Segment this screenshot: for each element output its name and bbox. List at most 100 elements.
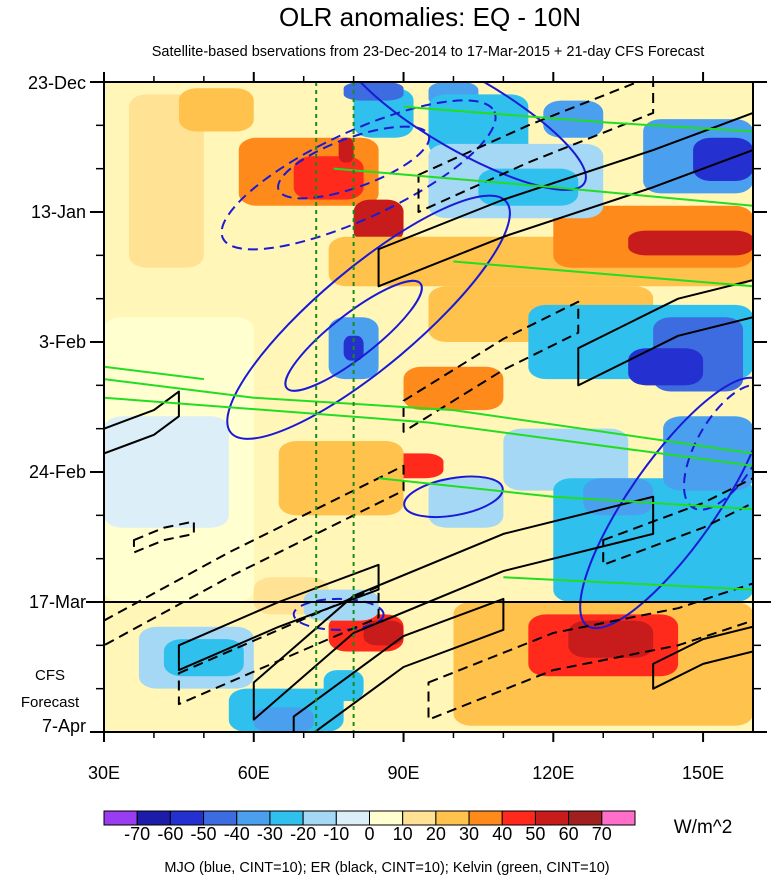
chart-title: OLR anomalies: EQ - 10N	[279, 2, 581, 32]
kelvin-contour-25	[104, 365, 204, 381]
colorbar-swatch-3	[203, 810, 238, 826]
anomaly-cell-0	[128, 94, 204, 268]
kelvin-contour-29	[378, 477, 753, 511]
y-tick-label-5: 7-Apr	[42, 716, 86, 736]
colorbar-label-6: -10	[323, 824, 349, 844]
colorbar-swatch-13	[534, 810, 570, 826]
x-tick-label-2: 90E	[388, 763, 420, 783]
colorbar-label-11: 40	[492, 824, 512, 844]
colorbar-swatch-10	[435, 810, 470, 826]
anomaly-cell-44	[323, 670, 364, 702]
mjo-contour-5	[220, 99, 497, 251]
er-contour-14	[104, 390, 180, 455]
colorbar-swatch-7	[335, 810, 370, 826]
colorbar-label-9: 20	[426, 824, 446, 844]
colorbar-label-7: 0	[364, 824, 374, 844]
anomaly-field	[104, 82, 753, 732]
mjo-contour-2	[339, 82, 587, 191]
colorbar-swatch-6	[302, 810, 337, 826]
colorbar-label-10: 30	[459, 824, 479, 844]
colorbar-swatch-5	[269, 810, 304, 826]
anomaly-cell-26	[693, 137, 753, 182]
mjo-contour-8	[682, 383, 753, 511]
mjo-contour-4	[403, 475, 504, 519]
colorbar-swatch-12	[501, 810, 536, 826]
mjo-contour-1	[284, 279, 423, 392]
x-tick-label-0: 30E	[88, 763, 120, 783]
colorbar-swatch-1	[136, 810, 171, 826]
forecast-label-line1: CFS	[35, 667, 65, 684]
colorbar-label-3: -40	[224, 824, 250, 844]
colorbar-units: W/m^2	[674, 817, 733, 838]
colorbar-label-5: -20	[290, 824, 316, 844]
chart-subtitle: Satellite-based bservations from 23-Dec-…	[152, 44, 704, 60]
x-tick-label-4: 150E	[682, 763, 724, 783]
colorbar-label-0: -70	[124, 824, 150, 844]
colorbar-label-4: -30	[257, 824, 283, 844]
y-axis: 23-Dec 13-Jan 3-Feb 24-Feb 17-Mar 7-Apr	[28, 73, 767, 736]
anomaly-cell-14	[363, 620, 404, 646]
colorbar-swatch-9	[402, 810, 437, 826]
y-tick-label-0: 23-Dec	[28, 73, 86, 93]
x-axis: 30E 60E 90E 120E 150E	[88, 72, 724, 783]
anomaly-cell-12	[278, 441, 404, 516]
anomaly-cell-38	[428, 478, 504, 528]
colorbar-label-12: 50	[525, 824, 545, 844]
y-tick-label-3: 24-Feb	[29, 462, 86, 482]
colorbar-swatch-2	[169, 810, 205, 826]
colorbar-swatch-4	[236, 810, 271, 826]
colorbar-swatch-15	[601, 810, 636, 826]
er-contour-15	[652, 625, 753, 690]
anomaly-cell-5	[178, 88, 254, 132]
colorbar-label-14: 70	[592, 824, 612, 844]
y-tick-label-1: 13-Jan	[31, 202, 86, 222]
colorbar-swatch-14	[568, 810, 603, 826]
anomaly-cell-21	[343, 82, 404, 101]
anomaly-cell-33	[628, 348, 704, 386]
colorbar-swatch-0	[103, 810, 138, 826]
x-tick-label-3: 120E	[532, 763, 574, 783]
plot-area	[86, 81, 771, 733]
kelvin-contour-28	[453, 260, 753, 288]
footnote: MJO (blue, CINT=10); ER (black, CINT=10)…	[164, 860, 609, 876]
anomaly-cell-4	[338, 137, 354, 163]
anomaly-cell-9	[403, 366, 504, 411]
er-contour-18	[402, 300, 580, 433]
colorbar: -70 -60 -50 -40 -30 -20 -10 0 10 20 30 40 50 60 70	[103, 810, 636, 844]
er-contour-22	[132, 520, 195, 554]
kelvin-contour-30	[503, 576, 753, 591]
colorbar-swatch-11	[468, 810, 503, 826]
anomaly-cell-41	[163, 639, 244, 677]
anomaly-cell-37	[663, 416, 753, 491]
er-contour-19	[417, 82, 655, 213]
er-contour-11	[292, 597, 505, 732]
anomaly-cell-2	[353, 199, 404, 243]
y-tick-label-4: 17-Mar	[29, 592, 86, 612]
kelvin-contour-26	[333, 167, 753, 207]
er-contour-9	[252, 495, 655, 721]
mjo-contour-7	[292, 597, 385, 631]
y-tick-label-2: 3-Feb	[39, 332, 86, 352]
colorbar-label-13: 60	[559, 824, 579, 844]
plot-frame	[103, 81, 754, 733]
er-contour-16	[177, 585, 380, 706]
colorbar-label-2: -50	[191, 824, 217, 844]
forecast-label-line2: Forecast	[21, 694, 80, 711]
anomaly-cell-28	[478, 168, 579, 206]
anomaly-cell-36	[583, 478, 654, 516]
colorbar-label-8: 10	[393, 824, 413, 844]
anomaly-cell-8	[628, 230, 753, 256]
anomaly-cell-39	[104, 416, 229, 528]
er-contour-17	[104, 464, 405, 647]
mjo-contour-0	[226, 194, 511, 440]
anomaly-cell-3	[293, 156, 364, 200]
colorbar-swatch-8	[369, 810, 404, 826]
colorbar-label-1: -60	[157, 824, 183, 844]
x-tick-label-1: 60E	[238, 763, 270, 783]
er-contour-13	[577, 279, 753, 387]
anomaly-cell-17	[568, 620, 654, 658]
mjo-contour-6	[277, 125, 431, 200]
kelvin-contour-23	[104, 396, 753, 467]
kelvin-contour-27	[403, 105, 753, 133]
